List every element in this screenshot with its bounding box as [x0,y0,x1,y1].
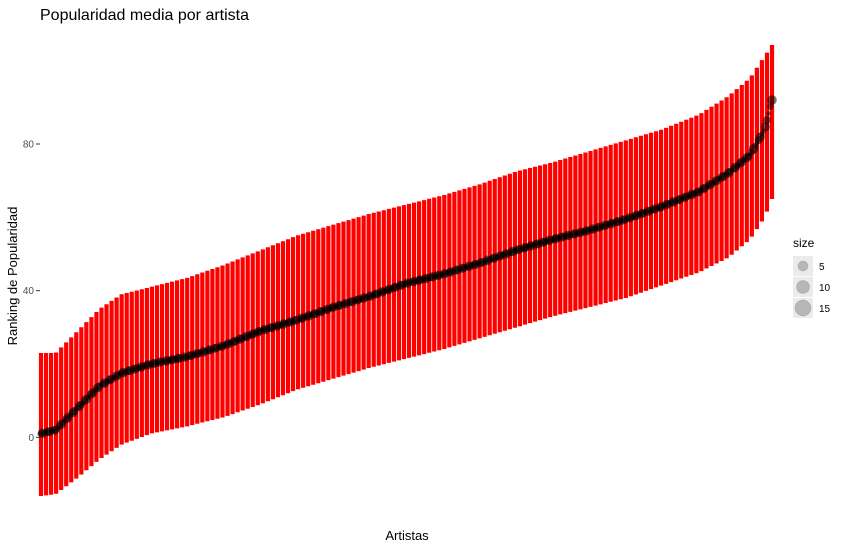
legend-title: size [793,236,815,250]
legend-keys: 5 10 15 [793,256,831,318]
legend-key-background [793,256,813,276]
y-tick-label: 40 [23,286,35,297]
legend-key-background [793,298,813,318]
y-axis-title: Ranking de Popularidad [5,207,20,346]
legend-key-label: 10 [819,283,831,294]
mean-point [766,111,771,116]
legend-key-background [793,277,813,297]
legend-key-circle [796,280,810,294]
legend-key-label: 15 [819,304,831,315]
chart-title: Popularidad media por artista [40,7,249,24]
x-axis-title: Artistas [385,528,429,543]
mean-point [760,122,770,132]
y-tick-label: 80 [23,140,35,151]
legend-key-circle [797,260,809,272]
mean-point [767,103,774,110]
y-axis: 0 40 80 [23,140,40,444]
mean-points [37,95,777,439]
plot-panel [37,45,777,496]
y-tick-label: 0 [28,433,34,444]
legend-key-circle [794,299,812,317]
legend-key-label: 5 [819,262,825,273]
mean-point [762,116,772,125]
mean-point [767,95,777,105]
error-bars [38,45,775,496]
size-legend: size 5 10 15 [793,236,831,318]
